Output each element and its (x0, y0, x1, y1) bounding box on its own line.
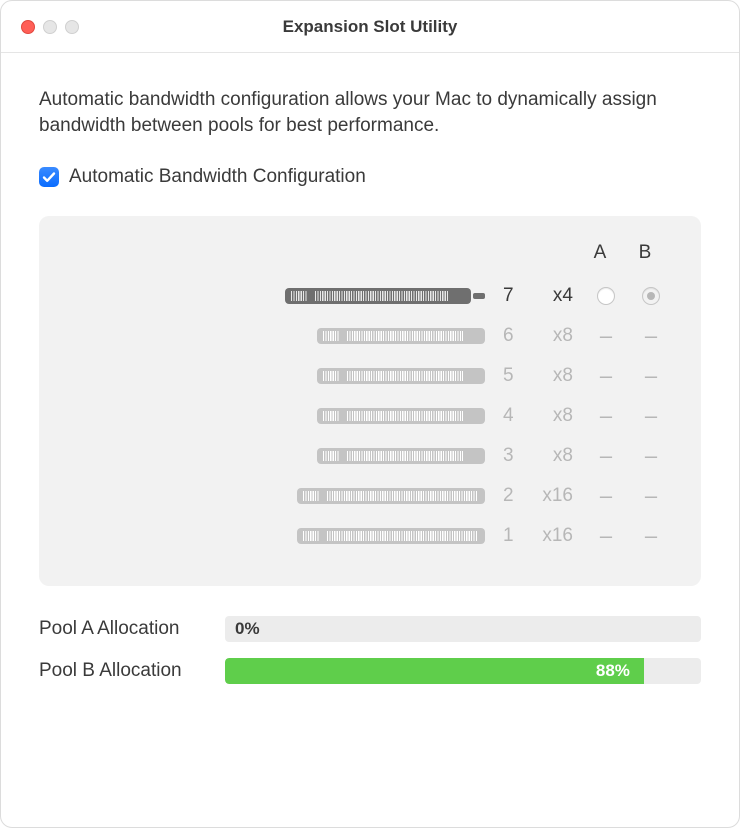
pcie-slot-icon (317, 448, 485, 464)
slot-lanes: x16 (531, 485, 581, 507)
dash-icon: – (645, 405, 657, 427)
slot-number: 2 (503, 485, 531, 507)
radio-icon[interactable] (597, 287, 615, 305)
auto-bandwidth-label: Automatic Bandwidth Configuration (69, 166, 366, 188)
column-b-header: B (625, 242, 665, 264)
slot-lanes: x16 (531, 525, 581, 547)
slot-graphic-wrap (69, 368, 503, 384)
slot-pool-b: – (631, 365, 671, 387)
pcie-slot-icon (317, 368, 485, 384)
slots-list: 7x46x8––5x8––4x8––3x8––2x16––1x16–– (69, 276, 671, 556)
slot-number: 1 (503, 525, 531, 547)
slot-row: 1x16–– (69, 516, 671, 556)
slot-row: 4x8–– (69, 396, 671, 436)
content: Automatic bandwidth configuration allows… (1, 53, 739, 827)
slot-graphic-wrap (69, 528, 503, 544)
pcie-slot-icon (285, 288, 485, 304)
slot-pool-a: – (581, 445, 631, 467)
traffic-lights (1, 20, 79, 34)
slot-pool-b: – (631, 445, 671, 467)
window: Expansion Slot Utility Automatic bandwid… (0, 0, 740, 828)
pcie-slot-icon (317, 408, 485, 424)
slot-pool-a: – (581, 325, 631, 347)
panel-header: A B (69, 242, 671, 264)
pool-b-percent: 88% (596, 658, 630, 684)
dash-icon: – (645, 445, 657, 467)
pool-b-label: Pool B Allocation (39, 660, 211, 682)
slot-number: 7 (503, 285, 531, 307)
slot-number: 4 (503, 405, 531, 427)
minimize-icon (43, 20, 57, 34)
close-icon[interactable] (21, 20, 35, 34)
slot-pool-b: – (631, 485, 671, 507)
pcie-slot-icon (297, 488, 485, 504)
pool-a-label: Pool A Allocation (39, 618, 211, 640)
slot-lanes: x8 (531, 365, 581, 387)
slot-pool-b: – (631, 525, 671, 547)
checkmark-icon (41, 169, 57, 185)
slot-pool-a[interactable] (581, 287, 631, 305)
slot-lanes: x8 (531, 325, 581, 347)
pcie-slot-icon (317, 328, 485, 344)
dash-icon: – (600, 325, 612, 347)
column-a-header: A (575, 242, 625, 264)
slot-lanes: x4 (531, 285, 581, 307)
titlebar: Expansion Slot Utility (1, 1, 739, 53)
dash-icon: – (600, 525, 612, 547)
dash-icon: – (645, 325, 657, 347)
pool-a-row: Pool A Allocation 0% (39, 616, 701, 642)
dash-icon: – (645, 485, 657, 507)
slot-row: 5x8–– (69, 356, 671, 396)
dash-icon: – (645, 365, 657, 387)
slot-number: 3 (503, 445, 531, 467)
slot-graphic-wrap (69, 408, 503, 424)
slots-panel: A B 7x46x8––5x8––4x8––3x8––2x16––1x16–– (39, 216, 701, 586)
slot-pool-a: – (581, 405, 631, 427)
pool-b-progress: 88% (225, 658, 701, 684)
slot-row: 3x8–– (69, 436, 671, 476)
slot-graphic-wrap (69, 328, 503, 344)
auto-bandwidth-row[interactable]: Automatic Bandwidth Configuration (39, 166, 701, 188)
slot-pool-b: – (631, 405, 671, 427)
slot-pool-b: – (631, 325, 671, 347)
slot-graphic-wrap (69, 488, 503, 504)
window-title: Expansion Slot Utility (1, 17, 739, 37)
dash-icon: – (600, 445, 612, 467)
slot-pool-a: – (581, 365, 631, 387)
dash-icon: – (600, 485, 612, 507)
slot-lanes: x8 (531, 405, 581, 427)
slot-pool-a: – (581, 485, 631, 507)
slot-graphic-wrap (69, 288, 503, 304)
description-text: Automatic bandwidth configuration allows… (39, 87, 701, 138)
pcie-slot-icon (297, 528, 485, 544)
slot-number: 5 (503, 365, 531, 387)
dash-icon: – (600, 405, 612, 427)
slot-number: 6 (503, 325, 531, 347)
pool-a-percent: 0% (235, 616, 260, 642)
slot-pool-a: – (581, 525, 631, 547)
pool-b-row: Pool B Allocation 88% (39, 658, 701, 684)
dash-icon: – (600, 365, 612, 387)
slot-lanes: x8 (531, 445, 581, 467)
slot-row: 6x8–– (69, 316, 671, 356)
dash-icon: – (645, 525, 657, 547)
radio-selected-icon[interactable] (642, 287, 660, 305)
slot-row: 2x16–– (69, 476, 671, 516)
slot-row: 7x4 (69, 276, 671, 316)
auto-bandwidth-checkbox[interactable] (39, 167, 59, 187)
slot-pool-b[interactable] (631, 287, 671, 305)
slot-graphic-wrap (69, 448, 503, 464)
zoom-icon (65, 20, 79, 34)
pool-b-fill (225, 658, 644, 684)
pool-a-progress: 0% (225, 616, 701, 642)
